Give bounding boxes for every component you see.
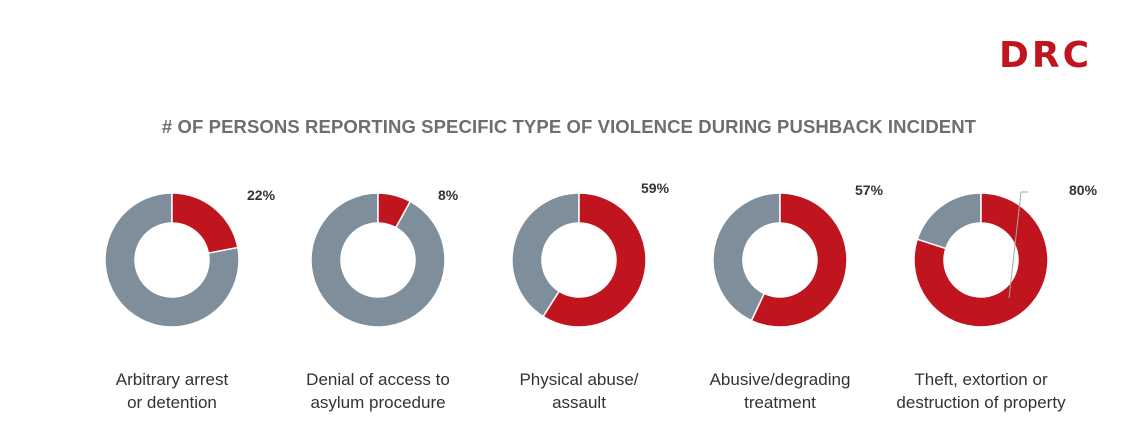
category-label: Physical abuse/assault xyxy=(479,368,679,414)
percent-label: 57% xyxy=(855,182,884,198)
category-label-line: asylum procedure xyxy=(310,393,446,412)
donut-value-slice xyxy=(913,192,1049,328)
donut-remainder-slice xyxy=(712,192,781,322)
donut-remainder-slice xyxy=(310,192,446,328)
drc-logo: DRC xyxy=(998,35,1092,76)
category-label-line: Arbitrary arrest xyxy=(115,370,229,389)
donut-5: 80% xyxy=(913,182,1098,328)
category-label: Arbitrary arrest or detention xyxy=(72,368,272,414)
donut-4: 57% xyxy=(712,182,884,328)
category-label: Abusive/degrading treatment xyxy=(680,368,880,414)
category-label: Denial of access to asylum procedure xyxy=(278,368,478,414)
category-label-line: Abusive/degrading xyxy=(709,370,851,389)
category-label-line: destruction of property xyxy=(896,393,1066,412)
category-label-line: Denial of access to xyxy=(306,370,450,389)
donut-value-slice xyxy=(171,192,239,254)
percent-label: 80% xyxy=(1069,182,1098,198)
donut-value-slice xyxy=(542,192,647,328)
category-label-line: treatment xyxy=(744,393,816,412)
category-label-line: or detention xyxy=(127,393,217,412)
donut-2: 8% xyxy=(310,187,459,328)
category-label-line: Physical abuse/ xyxy=(519,370,639,389)
percent-label: 8% xyxy=(438,187,459,203)
percent-label: 22% xyxy=(247,187,276,203)
category-label-line: assault xyxy=(552,393,606,412)
donut-remainder-slice xyxy=(511,192,580,318)
category-label: Theft, extortion or destruction of proper… xyxy=(881,368,1081,414)
donut-value-slice xyxy=(750,192,848,328)
category-label-line: Theft, extortion or xyxy=(914,370,1048,389)
donut-value-slice xyxy=(377,192,412,229)
donut-1: 22% xyxy=(104,187,276,328)
percent-label: 59% xyxy=(641,180,670,196)
label-leader-line xyxy=(1008,191,1022,299)
donut-remainder-slice xyxy=(104,192,240,328)
donut-3: 59% xyxy=(511,180,670,328)
chart-title: # OF PERSONS REPORTING SPECIFIC TYPE OF … xyxy=(161,116,977,137)
donut-remainder-slice xyxy=(916,192,982,250)
